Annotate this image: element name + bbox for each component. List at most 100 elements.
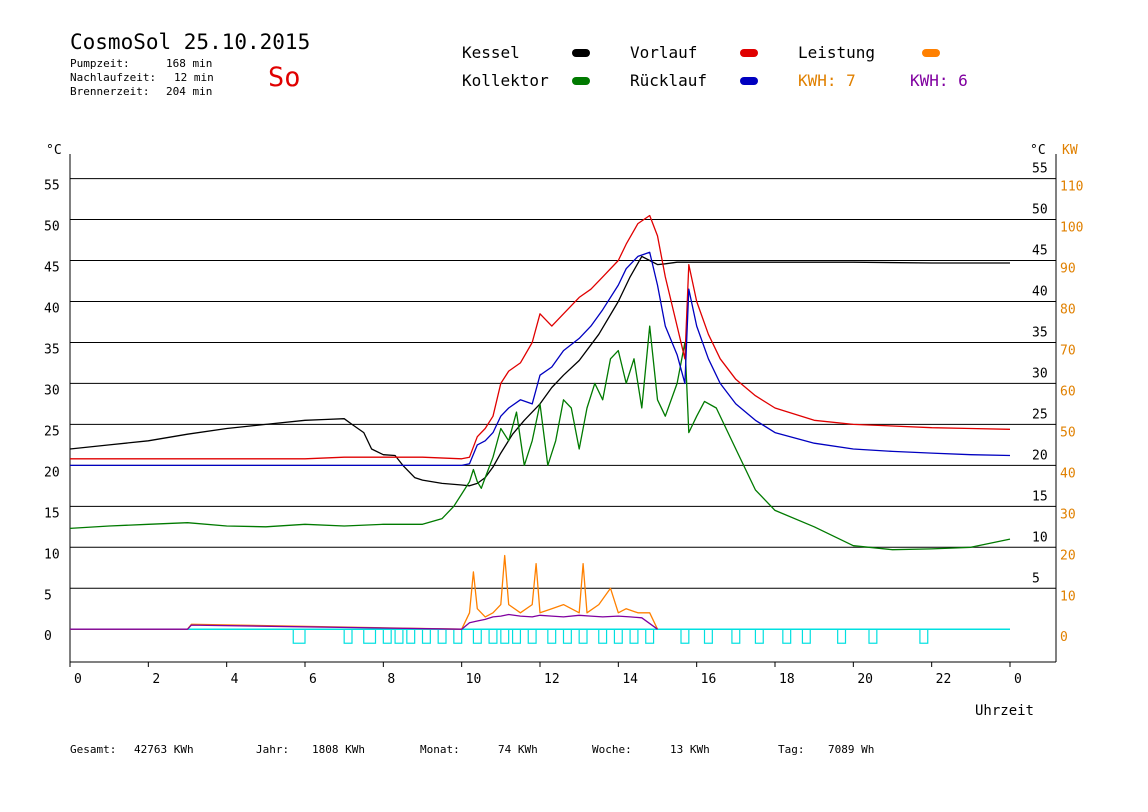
y-tick-right-20: 20 [1032,448,1048,463]
brennerzeit-value: 204 min [166,85,213,98]
footer-jahr-value: 1808 KWh [312,743,365,756]
y-tick-left-20: 20 [44,465,60,480]
pump-pulse-23 [731,628,741,644]
pump-pulse-10 [488,628,498,644]
kw-tick-40: 40 [1060,466,1076,481]
legend-ruecklauf-label: Rücklauf [630,71,708,90]
x-tick-7: 14 [622,672,638,687]
y-tick-left-25: 25 [44,424,60,439]
kw-tick-0: 0 [1060,630,1068,645]
pump-pulse-22 [703,628,713,644]
x-tick-4: 8 [387,672,395,687]
footer-gesamt-value: 42763 KWh [134,743,194,756]
footer-tag-label: Tag: [778,743,805,756]
series-line-kwh_purple [70,613,658,630]
legend-leistung-swatch [922,49,940,57]
nachlaufzeit-label: Nachlaufzeit: [70,71,157,84]
x-tick-2: 4 [231,672,239,687]
pump-pulse-3 [382,628,392,644]
kw-tick-30: 30 [1060,507,1076,522]
pump-pulse-2 [363,628,377,644]
pump-pulse-15 [562,628,572,644]
pump-pulse-26 [801,628,811,644]
y-tick-left-30: 30 [44,383,60,398]
legend-kessel-swatch [572,49,590,57]
footer-tag-value: 7089 Wh [828,743,875,756]
y-tick-right-50: 50 [1032,203,1048,218]
pump-pulse-18 [613,628,623,644]
kw-tick-80: 80 [1060,302,1076,317]
weekday-label: So [268,62,301,93]
series-line-kessel [69,255,1010,487]
y-tick-left-55: 55 [44,179,60,194]
pump-pulse-16 [578,628,588,644]
x-tick-3: 6 [309,672,317,687]
pump-pulse-4 [394,628,404,644]
y-tick-left-35: 35 [44,342,60,357]
y-tick-left-45: 45 [44,261,60,276]
pump-pulse-14 [547,628,557,644]
legend-kwh-purple: KWH: 6 [910,71,968,90]
y-tick-right-40: 40 [1032,284,1048,299]
kw-tick-70: 70 [1060,343,1076,358]
kw-tick-50: 50 [1060,425,1076,440]
series-line-vorlauf [70,214,1011,460]
pump-pulse-7 [437,628,447,644]
legend-kessel-label: Kessel [462,43,520,62]
pump-pulse-0 [292,628,306,644]
kw-tick-10: 10 [1060,589,1076,604]
y-tick-left-10: 10 [44,547,60,562]
y-label-left: °C [46,143,62,158]
pumpzeit-value: 168 min [166,57,213,70]
footer-jahr-label: Jahr: [256,743,290,756]
pump-pulse-5 [406,628,416,644]
y-tick-right-15: 15 [1032,489,1048,504]
y-tick-right-30: 30 [1032,366,1048,381]
pump-pulse-6 [421,628,431,644]
pump-pulse-28 [868,628,878,644]
kw-tick-90: 90 [1060,262,1076,277]
legend-vorlauf-label: Vorlauf [630,43,698,62]
kw-tick-100: 100 [1060,221,1083,236]
legend-leistung-label: Leistung [798,43,876,62]
y-tick-left-50: 50 [44,220,60,235]
chart-title: CosmoSol 25.10.2015 [70,30,311,54]
legend-vorlauf-swatch [740,49,758,57]
pump-pulse-29 [919,628,929,644]
x-tick-11: 22 [936,672,952,687]
x-tick-9: 18 [779,672,795,687]
kw-tick-60: 60 [1060,384,1076,399]
y-tick-right-45: 45 [1032,244,1048,259]
y-tick-left-5: 5 [44,588,52,603]
footer-monat-value: 74 KWh [498,743,538,756]
kw-label: KW [1062,143,1078,158]
kw-tick-20: 20 [1060,548,1076,563]
legend-kwh-orange: KWH: 7 [798,71,856,90]
x-axis-label: Uhrzeit [975,703,1034,719]
pumpzeit-label: Pumpzeit: [70,57,130,70]
y-tick-left-0: 0 [44,629,52,644]
x-tick-10: 20 [857,672,873,687]
pump-pulse-25 [782,628,792,644]
footer-woche-label: Woche: [592,743,632,756]
pump-pulse-21 [680,628,690,644]
legend-kollektor-label: Kollektor [462,71,549,90]
pump-pulse-17 [598,628,608,644]
pump-pulse-24 [754,628,764,644]
pump-pulse-27 [837,628,847,644]
pump-pulse-1 [343,628,353,644]
x-tick-6: 12 [544,672,560,687]
y-label-right: °C [1030,143,1046,158]
x-tick-0: 0 [74,672,82,687]
y-tick-right-10: 10 [1032,530,1048,545]
y-tick-right-25: 25 [1032,407,1048,422]
pump-pulse-8 [453,628,463,644]
y-tick-left-15: 15 [44,506,60,521]
series-line-kollektor [69,325,1011,551]
x-tick-1: 2 [152,672,160,687]
footer-woche-value: 13 KWh [670,743,710,756]
x-tick-12: 0 [1014,672,1022,687]
nachlaufzeit-value: 12 min [174,71,214,84]
pump-pulse-9 [472,628,482,644]
